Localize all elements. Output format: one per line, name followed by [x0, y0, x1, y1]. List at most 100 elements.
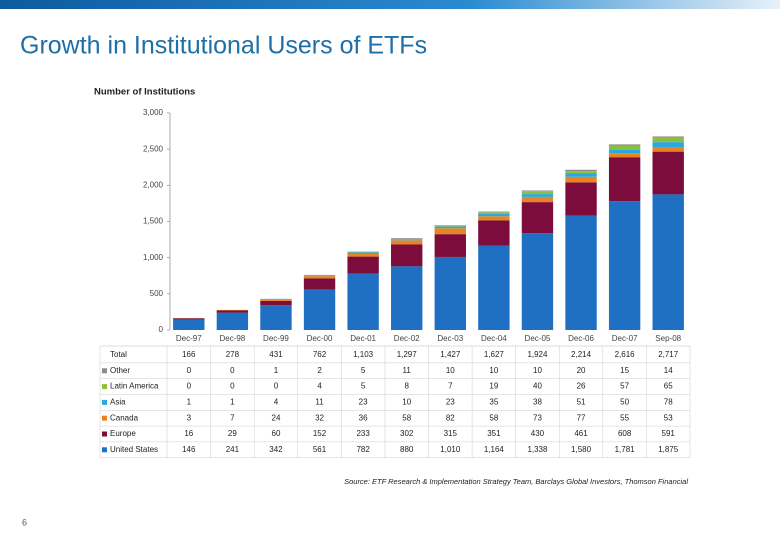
table-cell: 55: [620, 413, 629, 422]
total-cell: 1,924: [527, 350, 548, 359]
bar-segment: [521, 196, 554, 203]
bar-segment: [216, 309, 249, 311]
bar-segment: [478, 211, 510, 213]
x-tick-label: Dec-05: [525, 334, 551, 343]
legend-label: United States: [110, 445, 158, 454]
x-tick-label: Dec-99: [263, 334, 289, 343]
table-cell: 233: [356, 429, 370, 438]
total-cell: 2,717: [658, 350, 679, 359]
table-cell: 10: [446, 366, 455, 375]
total-cell: 2,214: [571, 350, 592, 359]
total-cell: 1,297: [397, 350, 418, 359]
bar-segment: [260, 300, 292, 306]
x-tick-label: Dec-02: [394, 334, 420, 343]
table-cell: 461: [574, 429, 588, 438]
bar-segment: [521, 202, 554, 234]
bar-segment: [608, 145, 641, 150]
bar-segment: [434, 226, 466, 227]
legend-swatch: [102, 447, 107, 453]
table-cell: 351: [487, 429, 501, 438]
row-label: Total: [110, 350, 127, 359]
bar-segment: [478, 213, 510, 217]
table-cell: 58: [402, 413, 411, 422]
bar-segment: [303, 289, 336, 330]
table-cell: 35: [489, 398, 498, 407]
table-cell: 57: [620, 382, 629, 391]
table-cell: 7: [448, 382, 453, 391]
bar-segment: [173, 318, 205, 320]
table-cell: 1: [274, 366, 279, 375]
bar-segment: [216, 312, 249, 330]
table-cell: 4: [274, 398, 279, 407]
table-cell: 10: [533, 366, 542, 375]
bar-segment: [347, 252, 379, 254]
table-cell: 342: [269, 445, 283, 454]
bar-segment: [565, 169, 597, 172]
table-cell: 23: [446, 398, 455, 407]
table-cell: 302: [400, 429, 414, 438]
bar-segment: [652, 194, 684, 330]
y-tick-label: 500: [150, 289, 164, 298]
legend-label: Other: [110, 366, 130, 375]
table-cell: 29: [228, 429, 237, 438]
table-cell: 24: [272, 413, 281, 422]
table-cell: 1,010: [440, 445, 461, 454]
bar-segment: [434, 234, 466, 257]
table-cell: 7: [230, 413, 235, 422]
bar-segment: [303, 278, 336, 290]
x-tick-label: Dec-98: [219, 334, 245, 343]
bar-segment: [652, 136, 684, 138]
table-cell: 51: [577, 398, 586, 407]
total-cell: 1,627: [484, 350, 505, 359]
slide-title: Growth in Institutional Users of ETFs: [20, 32, 427, 60]
bar-segment: [303, 276, 336, 279]
page-number: 6: [22, 517, 27, 527]
table-cell: 15: [620, 366, 629, 375]
bar-segment: [303, 275, 336, 277]
bar-segment: [173, 319, 205, 330]
bar-segment: [347, 253, 379, 257]
y-tick-label: 3,000: [143, 108, 164, 117]
bar-segment: [478, 212, 510, 214]
legend-label: Latin America: [110, 382, 159, 391]
table-cell: 2: [317, 366, 322, 375]
y-tick-label: 2,500: [143, 144, 164, 153]
legend-swatch: [102, 415, 107, 421]
legend-swatch: [102, 384, 107, 390]
bar-segment: [260, 305, 292, 330]
y-tick-label: 1,500: [143, 217, 164, 226]
table-cell: 0: [274, 382, 279, 391]
bar-segment: [347, 273, 379, 330]
table-cell: 561: [313, 445, 327, 454]
y-tick-label: 2,000: [143, 180, 164, 189]
bar-segment: [608, 144, 641, 146]
bar-segment: [565, 176, 597, 183]
bar-segment: [608, 157, 641, 202]
bar-segment: [652, 147, 684, 152]
bar-segment: [478, 216, 510, 221]
bar-segment: [434, 256, 466, 330]
bar-segment: [608, 153, 641, 158]
bar-segment: [521, 194, 554, 197]
table-cell: 11: [403, 366, 412, 375]
x-tick-label: Dec-03: [437, 334, 463, 343]
bar-segment: [391, 238, 423, 240]
table-cell: 146: [182, 445, 196, 454]
x-tick-label: Dec-07: [612, 334, 638, 343]
table-cell: 591: [662, 429, 676, 438]
y-tick-label: 0: [159, 325, 164, 334]
table-cell: 77: [577, 413, 586, 422]
table-cell: 23: [359, 398, 368, 407]
table-cell: 20: [577, 366, 586, 375]
bar-segment: [608, 201, 641, 330]
table-cell: 430: [531, 429, 545, 438]
total-cell: 278: [226, 350, 240, 359]
table-cell: 16: [184, 429, 193, 438]
legend-swatch: [102, 368, 107, 374]
bar-segment: [652, 142, 684, 148]
table-cell: 315: [444, 429, 458, 438]
table-cell: 1: [230, 398, 235, 407]
table-cell: 11: [315, 398, 324, 407]
table-cell: 32: [315, 413, 324, 422]
